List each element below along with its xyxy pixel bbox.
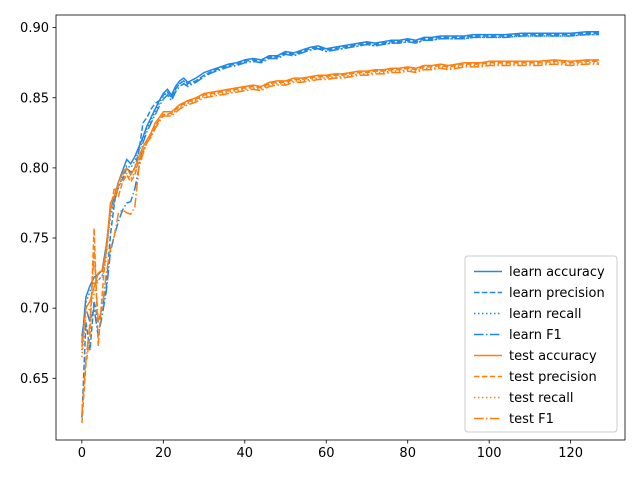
x-tick-label: 80: [399, 446, 416, 461]
y-tick-label: 0.65: [20, 372, 49, 387]
series-line-learn-precision: [81, 32, 600, 418]
y-axis: 0.65 0.70 0.75 0.80 0.85 0.90: [20, 21, 56, 387]
legend-label: learn F1: [509, 328, 562, 343]
x-tick-label: 0: [78, 446, 86, 461]
legend-label: learn recall: [509, 307, 581, 322]
legend-label: learn precision: [509, 286, 605, 301]
series-line-learn-recall: [81, 33, 600, 351]
series-line-test-F1: [81, 63, 600, 414]
legend: learn accuracy learn precision learn recal…: [464, 255, 618, 433]
plot-area: 0 20 40 60 80 100 120 0.65 0.70 0.75 0.80 0.85 0.90: [20, 14, 626, 461]
legend-label: test precision: [509, 370, 597, 385]
y-tick-label: 0.75: [20, 232, 49, 247]
x-tick-label: 60: [318, 446, 335, 461]
legend-label: test recall: [509, 391, 574, 406]
y-tick-label: 0.80: [20, 161, 49, 176]
y-tick-label: 0.70: [20, 302, 49, 317]
x-tick-label: 120: [558, 446, 583, 461]
series-line-test-accuracy: [81, 59, 600, 348]
legend-label: test accuracy: [509, 349, 597, 364]
series-line-learn-F1: [81, 33, 600, 337]
x-axis: 0 20 40 60 80 100 120: [78, 440, 583, 461]
y-tick-label: 0.85: [20, 91, 49, 106]
y-tick-label: 0.90: [20, 21, 49, 36]
series-layer: [81, 31, 600, 424]
axes-frame: [55, 14, 626, 441]
legend-label: learn accuracy: [509, 265, 605, 280]
legend-box: [464, 255, 618, 433]
legend-label: test F1: [509, 412, 554, 427]
series-line-test-precision: [81, 60, 600, 424]
x-tick-label: 100: [477, 446, 502, 461]
series-line-learn-accuracy: [81, 31, 600, 344]
series-line-test-recall: [81, 61, 600, 358]
x-tick-label: 40: [237, 446, 254, 461]
x-tick-label: 20: [155, 446, 172, 461]
